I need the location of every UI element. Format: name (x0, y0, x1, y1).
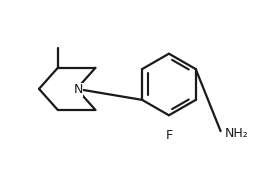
Text: F: F (165, 129, 172, 142)
Text: NH₂: NH₂ (225, 127, 248, 140)
Text: N: N (73, 83, 83, 96)
